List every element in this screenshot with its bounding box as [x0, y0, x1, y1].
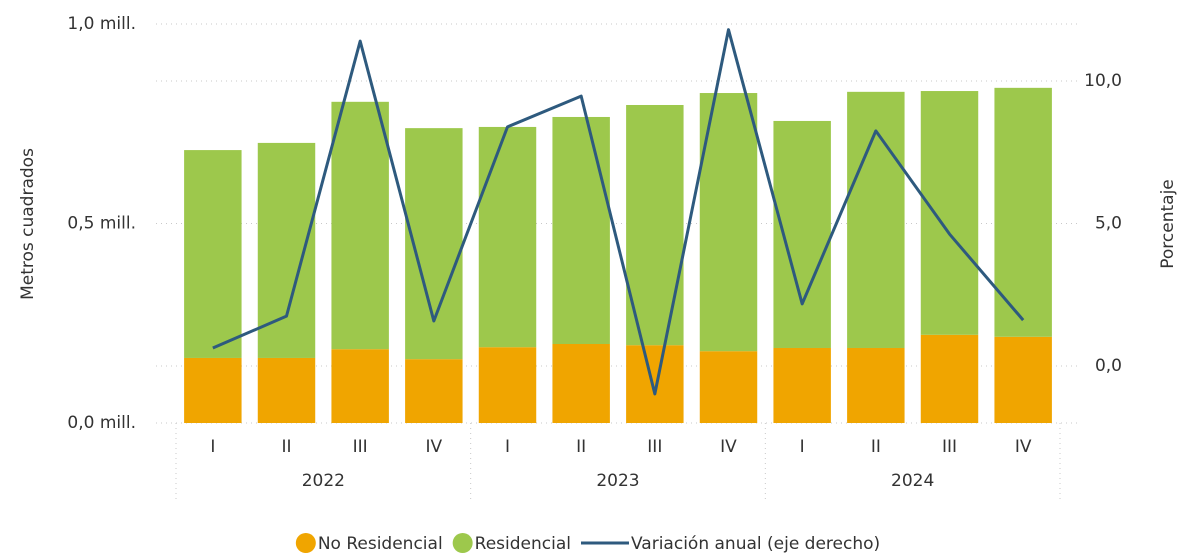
x-tick-label: IV: [1015, 437, 1032, 457]
bar: [257, 357, 316, 423]
y-tick-label: 1,0 mill.: [67, 14, 136, 34]
bar: [994, 87, 1052, 337]
bar: [331, 349, 389, 423]
bar: [847, 347, 905, 423]
y-tick-label: 0,5 mill.: [67, 214, 136, 234]
bar: [405, 359, 463, 423]
y2-tick-label: 10,0: [1084, 71, 1122, 91]
x-tick-label: I: [800, 437, 805, 457]
x-tick-label: I: [505, 437, 510, 457]
bar: [331, 101, 389, 350]
group-label: 2022: [302, 471, 345, 491]
group-label: 2023: [596, 471, 639, 491]
bar: [699, 93, 758, 352]
y2-tick-label: 5,0: [1095, 214, 1122, 234]
legend-label: No Residencial: [318, 534, 443, 554]
x-tick-label: II: [871, 437, 881, 457]
bar: [773, 347, 831, 423]
y-tick-label: 0,0 mill.: [67, 413, 136, 433]
x-tick-label: III: [647, 437, 662, 457]
group-label: 2024: [891, 471, 934, 491]
line: [212, 28, 1025, 396]
x-tick-label: III: [353, 437, 368, 457]
bar: [552, 116, 610, 344]
bar: [994, 336, 1052, 423]
x-tick-label: II: [281, 437, 291, 457]
legend-swatch: [295, 533, 316, 553]
legend-swatch: [452, 533, 473, 553]
bar: [478, 126, 537, 348]
y-axis-title: Metros cuadrados: [18, 148, 38, 300]
bar: [478, 347, 537, 423]
y2-tick-label: 0,0: [1095, 356, 1122, 376]
x-tick-label: I: [210, 437, 215, 457]
legend: No Residencial Residencial Variación anual…: [295, 533, 880, 554]
bar: [699, 351, 758, 423]
bar: [920, 91, 979, 335]
x-tick-label: II: [576, 437, 586, 457]
x-tick-label: IV: [426, 437, 443, 457]
x-tick-label: IV: [720, 437, 737, 457]
y2-axis-title: Porcentaje: [1158, 179, 1178, 269]
bar: [184, 357, 242, 423]
bar: [626, 345, 684, 423]
x-tick-label: III: [942, 437, 957, 457]
bar: [920, 334, 979, 423]
legend-label: Residencial: [475, 534, 571, 554]
bar: [552, 343, 610, 423]
bar: [184, 150, 242, 358]
legend-label: Variación anual (eje derecho): [631, 534, 880, 554]
bar: [257, 142, 316, 358]
